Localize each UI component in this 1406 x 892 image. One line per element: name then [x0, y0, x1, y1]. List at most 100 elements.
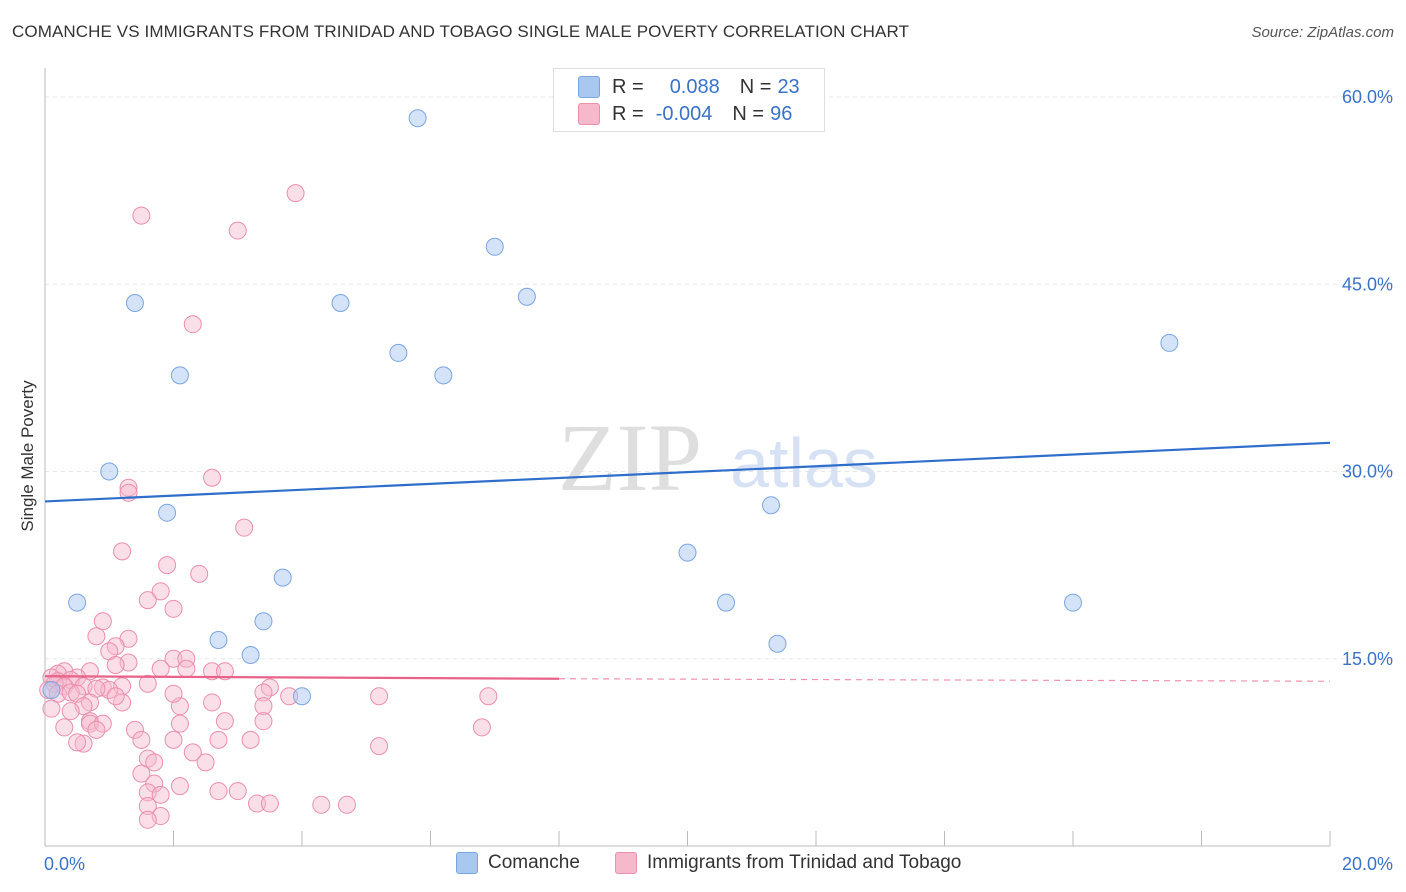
legend-swatch-immigrants	[578, 103, 600, 125]
point-immigrants	[260, 794, 279, 813]
point-immigrants	[190, 564, 209, 583]
point-comanche	[241, 646, 260, 665]
y-tick-label: 15.0%	[1342, 649, 1393, 669]
point-immigrants	[151, 582, 170, 601]
x-tick-label-min: 0.0%	[44, 854, 85, 874]
bottom-legend-comanche: Comanche	[456, 852, 580, 874]
x-tick-label-max: 20.0%	[1342, 854, 1393, 874]
legend-n-label: N =	[732, 102, 765, 125]
point-immigrants	[138, 810, 157, 829]
point-comanche	[170, 366, 189, 385]
point-immigrants	[132, 730, 151, 749]
point-immigrants	[138, 797, 157, 816]
point-immigrants	[87, 627, 106, 646]
point-immigrants	[177, 649, 196, 668]
point-immigrants	[74, 734, 93, 753]
point-immigrants	[93, 612, 112, 631]
point-immigrants	[164, 684, 183, 703]
point-immigrants	[472, 718, 491, 737]
legend-row-comanche: R = 0.088 N = 23	[578, 75, 800, 99]
point-comanche	[389, 343, 408, 362]
trend-line-immigrants	[44, 675, 560, 680]
trend-line-immigrants-extrapolated	[558, 678, 1331, 682]
point-immigrants	[312, 795, 331, 814]
y-tick-label: 60.0%	[1342, 87, 1393, 107]
point-immigrants	[87, 720, 106, 739]
legend-row-immigrants: R = -0.004 N = 96	[578, 102, 792, 126]
bottom-legend-swatch-comanche	[456, 852, 478, 874]
point-immigrants	[203, 468, 222, 487]
point-immigrants	[170, 777, 189, 796]
legend-n-label: N =	[739, 75, 772, 98]
watermark-atlas: atlas	[730, 424, 878, 502]
watermark: ZIP atlas	[558, 404, 878, 511]
y-tick-labels: 15.0% 30.0% 45.0% 60.0%	[1342, 87, 1393, 669]
gridlines	[45, 96, 1395, 660]
point-immigrants	[151, 659, 170, 678]
point-immigrants	[151, 785, 170, 804]
legend-r-label: R =	[612, 102, 644, 125]
point-comanche	[717, 593, 736, 612]
point-immigrants	[241, 730, 260, 749]
point-immigrants	[196, 753, 215, 772]
series-immigrants-points	[39, 184, 498, 829]
watermark-zip: ZIP	[558, 404, 702, 511]
point-immigrants	[215, 712, 234, 731]
point-immigrants	[286, 184, 305, 203]
point-immigrants	[209, 782, 228, 801]
trend-lines	[44, 441, 1331, 682]
correlation-legend: R = 0.088 N = 23 R = -0.004 N = 96	[553, 68, 825, 132]
legend-n-value: 23	[777, 75, 800, 98]
y-tick-label: 30.0%	[1342, 462, 1393, 482]
point-immigrants	[254, 683, 273, 702]
point-comanche	[434, 366, 453, 385]
point-comanche	[125, 293, 144, 312]
point-immigrants	[68, 733, 87, 752]
point-immigrants	[228, 782, 247, 801]
point-immigrants	[254, 712, 273, 731]
series-comanche-points	[42, 109, 1179, 706]
point-immigrants	[164, 730, 183, 749]
legend-r-value: -0.004	[655, 102, 713, 125]
point-immigrants	[145, 753, 164, 772]
point-immigrants	[177, 659, 196, 678]
point-immigrants	[479, 687, 498, 706]
point-immigrants	[235, 518, 254, 537]
point-immigrants	[203, 693, 222, 712]
axes	[44, 68, 1331, 847]
source-label: Source: ZipAtlas.com	[1251, 24, 1394, 41]
point-immigrants	[138, 674, 157, 693]
trend-line-comanche	[44, 441, 1331, 503]
point-immigrants	[183, 743, 202, 762]
point-comanche	[273, 568, 292, 587]
point-comanche	[1064, 593, 1082, 612]
legend-r-label: R =	[612, 75, 644, 98]
bottom-legend-swatch-immigrants	[615, 852, 637, 874]
point-immigrants	[125, 720, 144, 739]
legend-swatch-comanche	[578, 76, 600, 98]
point-immigrants	[370, 687, 389, 706]
point-comanche	[408, 109, 427, 128]
point-comanche	[209, 631, 228, 650]
point-comanche	[158, 503, 177, 522]
point-immigrants	[228, 221, 247, 240]
point-comanche	[485, 237, 504, 256]
point-immigrants	[106, 655, 125, 674]
bottom-legend-label-immigrants: Immigrants from Trinidad and Tobago	[647, 852, 962, 873]
bottom-legend-label-comanche: Comanche	[488, 852, 580, 873]
x-tick-labels: 0.0% 20.0%	[44, 854, 1393, 874]
point-comanche	[42, 680, 61, 699]
point-immigrants	[132, 206, 151, 225]
point-immigrants	[132, 764, 151, 783]
point-immigrants	[337, 795, 356, 814]
point-comanche	[1160, 333, 1179, 352]
point-immigrants	[55, 718, 74, 737]
point-immigrants	[164, 599, 183, 618]
point-immigrants	[254, 697, 273, 716]
point-immigrants	[113, 542, 132, 561]
point-immigrants	[370, 737, 389, 756]
point-immigrants	[248, 794, 267, 813]
point-comanche	[68, 593, 87, 612]
point-immigrants	[138, 591, 157, 610]
